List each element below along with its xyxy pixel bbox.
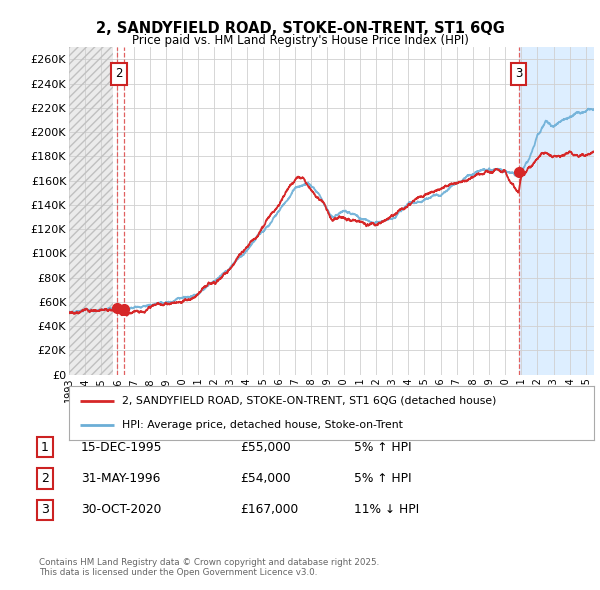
Text: 2, SANDYFIELD ROAD, STOKE-ON-TRENT, ST1 6QG: 2, SANDYFIELD ROAD, STOKE-ON-TRENT, ST1 … bbox=[95, 21, 505, 35]
Text: 2: 2 bbox=[41, 472, 49, 485]
Text: 31-MAY-1996: 31-MAY-1996 bbox=[81, 472, 160, 485]
Text: 2: 2 bbox=[115, 67, 123, 80]
Text: 2, SANDYFIELD ROAD, STOKE-ON-TRENT, ST1 6QG (detached house): 2, SANDYFIELD ROAD, STOKE-ON-TRENT, ST1 … bbox=[121, 396, 496, 406]
Text: £55,000: £55,000 bbox=[240, 441, 291, 454]
Text: £167,000: £167,000 bbox=[240, 503, 298, 516]
Text: 15-DEC-1995: 15-DEC-1995 bbox=[81, 441, 163, 454]
Text: 3: 3 bbox=[515, 67, 522, 80]
Text: 5% ↑ HPI: 5% ↑ HPI bbox=[354, 441, 412, 454]
Text: 3: 3 bbox=[41, 503, 49, 516]
Text: Contains HM Land Registry data © Crown copyright and database right 2025.
This d: Contains HM Land Registry data © Crown c… bbox=[39, 558, 379, 577]
Text: 11% ↓ HPI: 11% ↓ HPI bbox=[354, 503, 419, 516]
Text: 30-OCT-2020: 30-OCT-2020 bbox=[81, 503, 161, 516]
Text: HPI: Average price, detached house, Stoke-on-Trent: HPI: Average price, detached house, Stok… bbox=[121, 420, 403, 430]
Text: £54,000: £54,000 bbox=[240, 472, 290, 485]
Text: 5% ↑ HPI: 5% ↑ HPI bbox=[354, 472, 412, 485]
Text: Price paid vs. HM Land Registry's House Price Index (HPI): Price paid vs. HM Land Registry's House … bbox=[131, 34, 469, 47]
Text: 1: 1 bbox=[41, 441, 49, 454]
